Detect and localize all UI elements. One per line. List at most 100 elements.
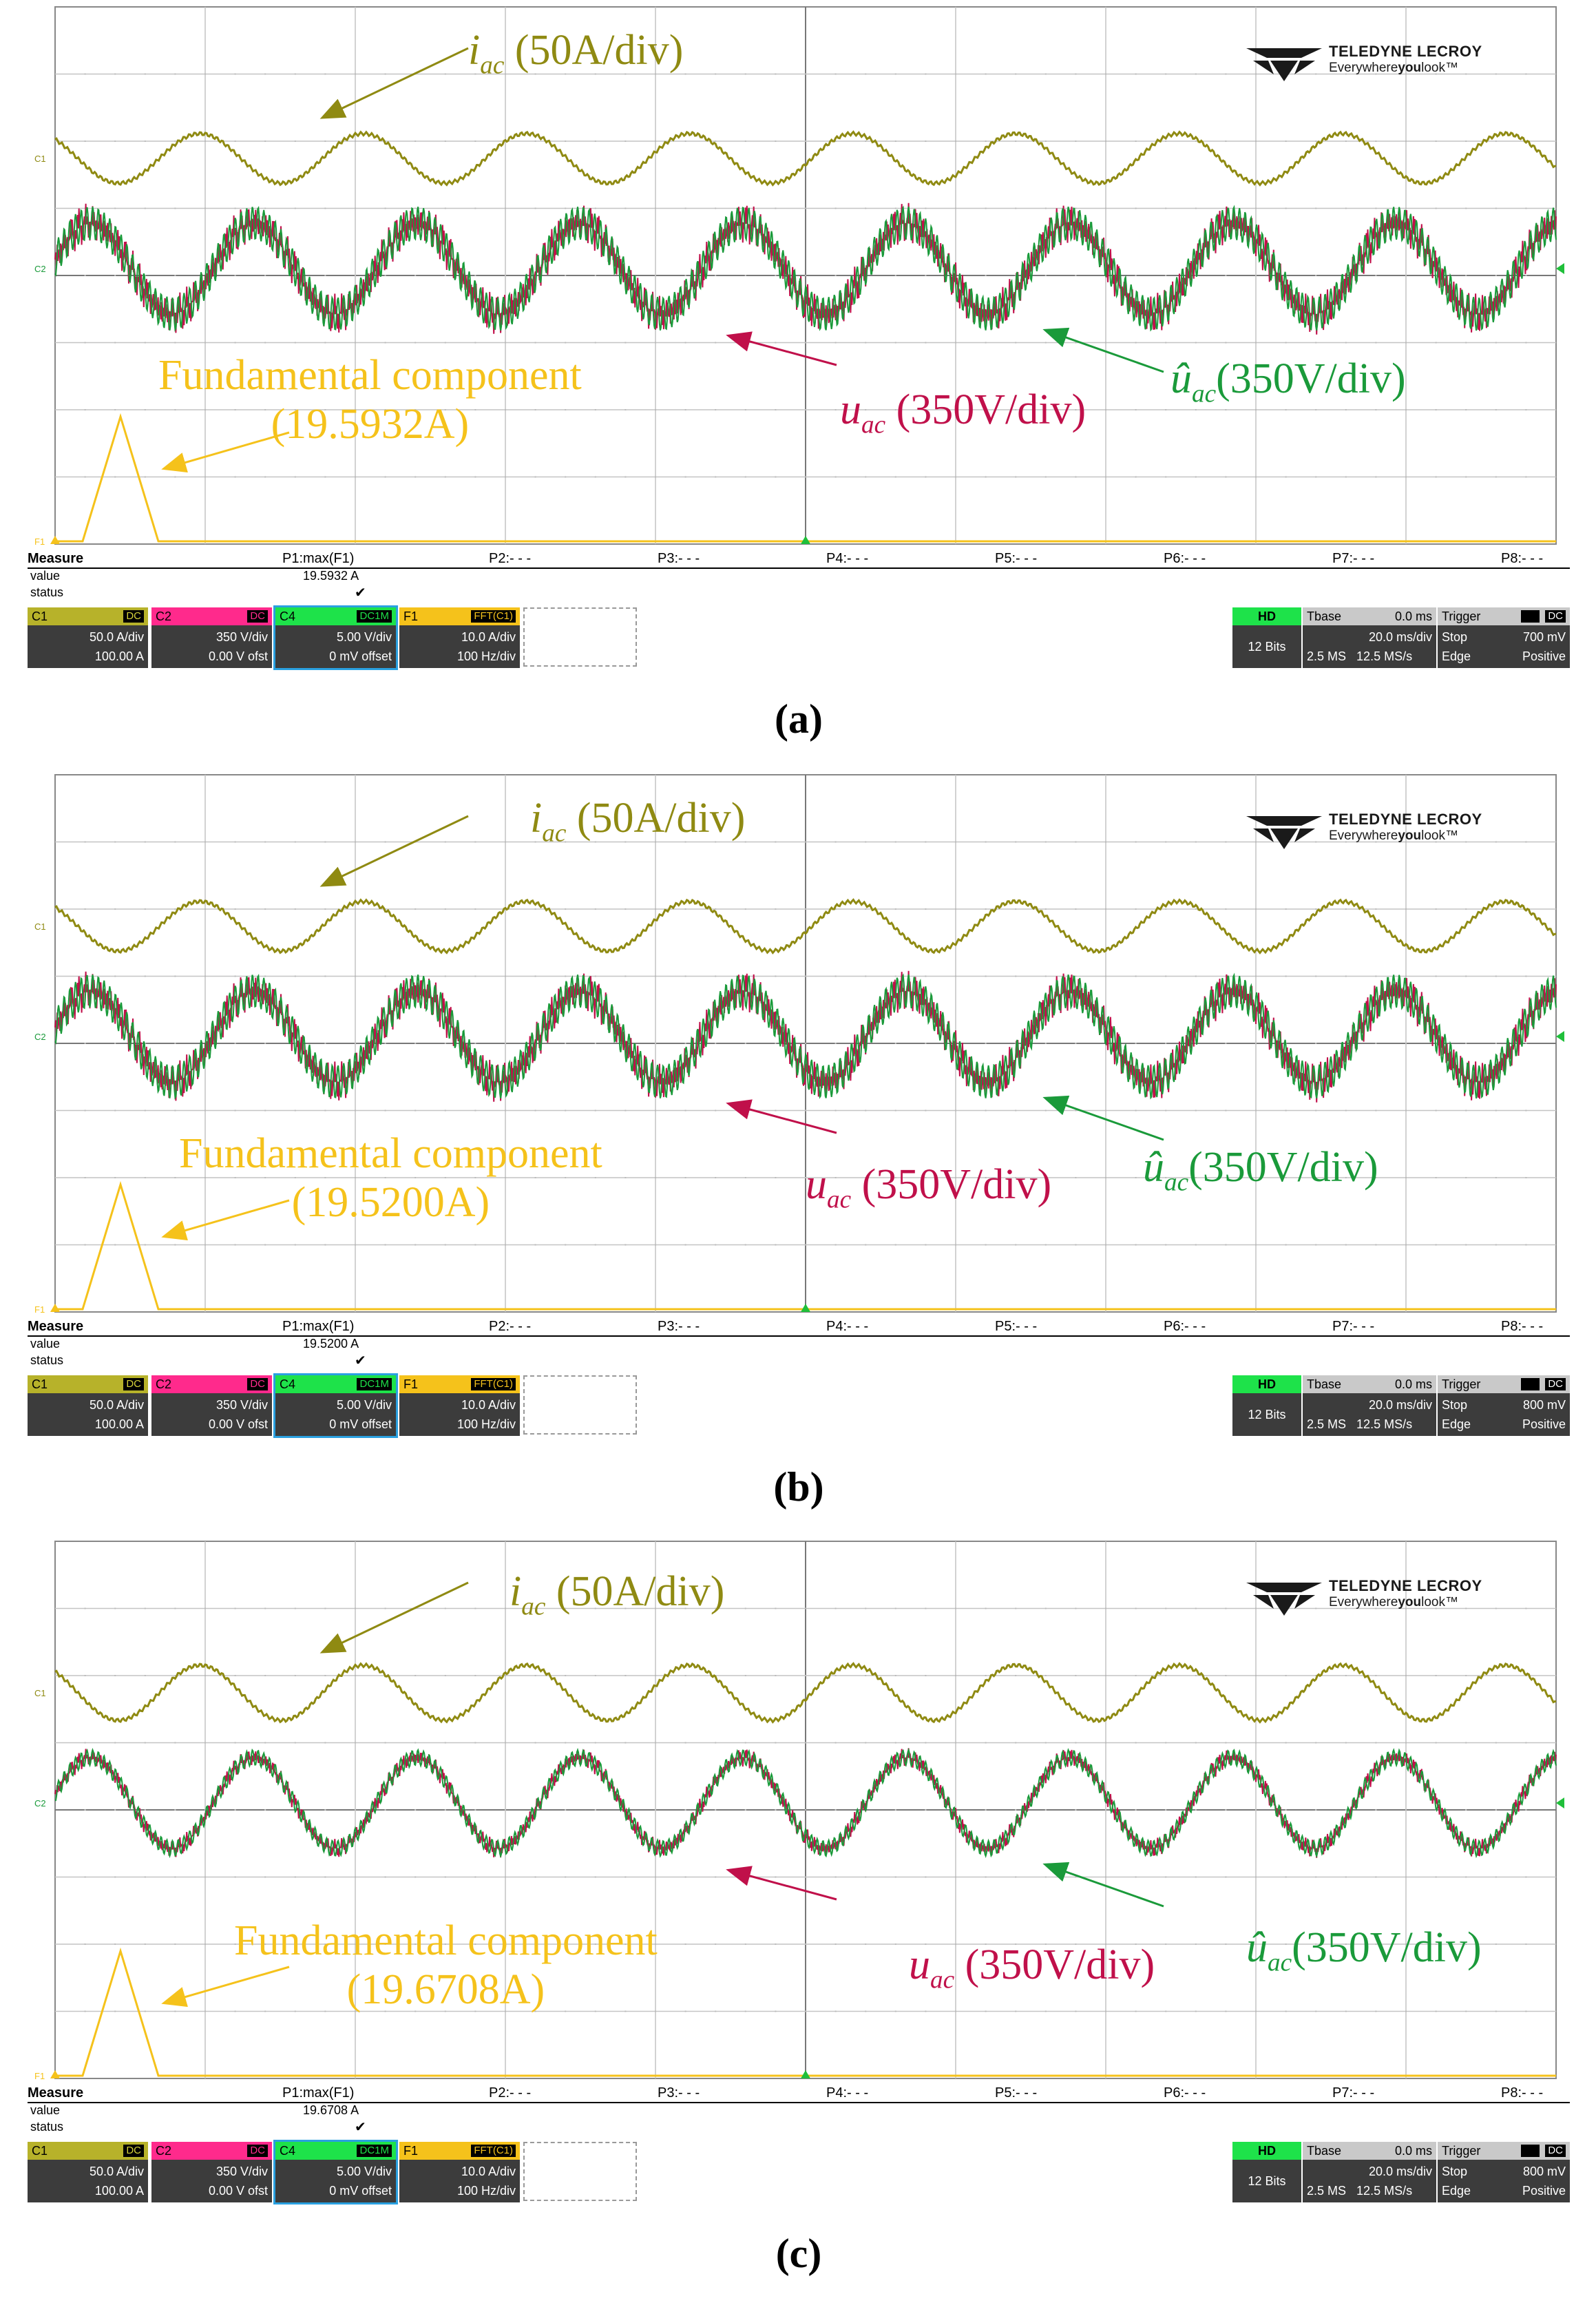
measure-param-3[interactable]: P3:- - - (658, 551, 700, 566)
measure-param-3[interactable]: P3:- - - (658, 2085, 700, 2101)
trigger-position-marker (801, 2070, 810, 2078)
measure-param-2[interactable]: P2:- - - (489, 2085, 532, 2101)
channel-offset: 100 Hz/div (456, 649, 516, 663)
measure-row-status-label: status (30, 2120, 64, 2134)
empty-descriptor-slot[interactable] (523, 2142, 637, 2201)
measure-param-7[interactable]: P7:- - - (1332, 2085, 1375, 2101)
channel-name: C1 (32, 2144, 48, 2158)
channel-descriptor-c1[interactable]: C1 DC 50.0 A/div 100.00 A (28, 607, 148, 668)
trace-i-ac (54, 1662, 1557, 1724)
channel-scale: 50.0 A/div (89, 1398, 144, 1412)
arrow-fundamental (161, 1199, 290, 1241)
brand-logo: TELEDYNE LECROY Everywhereyoulook™ (1246, 811, 1482, 849)
label-u-hat: ûac(350V/div) (1170, 355, 1406, 408)
measure-param-3[interactable]: P3:- - - (658, 1319, 700, 1334)
time-per-div: 20.0 ms/div (1368, 2165, 1432, 2178)
time-per-div: 20.0 ms/div (1368, 630, 1432, 644)
channel-descriptor-c1[interactable]: C1 DC 50.0 A/div 100.00 A (28, 2142, 148, 2202)
trigger-position-marker (801, 536, 810, 544)
teledyne-emblem-icon (1246, 48, 1322, 81)
channel-descriptor-f1[interactable]: F1 FFT(C1) 10.0 A/div 100 Hz/div (399, 1375, 520, 1436)
channel-scale: 350 V/div (216, 630, 268, 644)
channel-descriptor-c2[interactable]: C2 DC 350 V/div 0.00 V ofst (151, 1375, 272, 1436)
panel-caption: (a) (775, 696, 823, 742)
channel-marker: F1 (34, 536, 45, 547)
measure-param-1[interactable]: P1:max(F1) (282, 2085, 355, 2101)
channel-descriptor-c1[interactable]: C1 DC 50.0 A/div 100.00 A (28, 1375, 148, 1436)
channel-descriptor-c4[interactable]: C4 DC1M 5.00 V/div 0 mV offset (273, 2140, 398, 2204)
channel-name: C2 (156, 2144, 172, 2158)
measure-param-4[interactable]: P4:- - - (826, 1319, 869, 1334)
channel-descriptor-c2[interactable]: C2 DC 350 V/div 0.00 V ofst (151, 607, 272, 668)
measure-param-1[interactable]: P1:max(F1) (282, 1319, 355, 1334)
brand-tagline: Everywhereyoulook™ (1329, 1595, 1458, 1609)
empty-descriptor-slot[interactable] (523, 607, 637, 667)
sample-count: 2.5 MS (1307, 2184, 1347, 2198)
arrow-u-hat (1042, 327, 1164, 373)
label-i-ac: iac (50A/div) (510, 1568, 725, 1621)
measure-param-2[interactable]: P2:- - - (489, 551, 532, 566)
measure-param-7[interactable]: P7:- - - (1332, 1319, 1375, 1334)
timebase-trigger-panel[interactable]: HD 12 Bits Tbase 0.0 ms 20.0 ms/div 2.5 … (1232, 607, 1570, 668)
measure-p1-value: 19.6708 A (303, 2103, 359, 2117)
arrow-i-ac (319, 47, 469, 119)
measure-param-4[interactable]: P4:- - - (826, 2085, 869, 2101)
arrow-u-hat (1042, 1862, 1164, 1908)
measure-param-6[interactable]: P6:- - - (1164, 2085, 1206, 2101)
channel-descriptor-c4[interactable]: C4 DC1M 5.00 V/div 0 mV offset (273, 605, 398, 670)
channel-marker: F1 (34, 2071, 45, 2081)
channel-descriptor-f1[interactable]: F1 FFT(C1) 10.0 A/div 100 Hz/div (399, 607, 520, 668)
trigger-mode: Stop (1442, 2165, 1468, 2178)
trigger-source-badge: C4 (1520, 2145, 1540, 2157)
arrow-i-ac (319, 1581, 469, 1654)
teledyne-emblem-icon (1246, 816, 1322, 849)
trigger-slope: Positive (1522, 2184, 1566, 2198)
channel-descriptor-c4[interactable]: C4 DC1M 5.00 V/div 0 mV offset (273, 1373, 398, 1438)
brand-tagline: Everywhereyoulook™ (1329, 61, 1458, 75)
channel-scale: 5.00 V/div (336, 2165, 392, 2178)
channel-name: F1 (403, 609, 419, 623)
channel-name: F1 (403, 2144, 419, 2158)
channel-name: C4 (280, 1377, 296, 1391)
measure-param-5[interactable]: P5:- - - (995, 551, 1038, 566)
measure-param-8[interactable]: P8:- - - (1501, 1319, 1544, 1334)
trace-u-hat (54, 1747, 1557, 1859)
channel-descriptor-c2[interactable]: C2 DC 350 V/div 0.00 V ofst (151, 2142, 272, 2202)
measure-param-5[interactable]: P5:- - - (995, 1319, 1038, 1334)
measure-param-1[interactable]: P1:max(F1) (282, 551, 355, 566)
tbase-offset: 0.0 ms (1394, 609, 1432, 623)
measure-param-4[interactable]: P4:- - - (826, 551, 869, 566)
channel-coupling-badge: FFT(C1) (471, 2145, 516, 2157)
trigger-type: Edge (1442, 649, 1471, 663)
measure-param-2[interactable]: P2:- - - (489, 1319, 532, 1334)
channel-offset: 100.00 A (94, 2184, 144, 2198)
channel-marker: C2 (34, 1032, 46, 1042)
measure-param-8[interactable]: P8:- - - (1501, 551, 1544, 566)
channel-offset: 100 Hz/div (456, 1417, 516, 1431)
bit-depth: 12 Bits (1232, 1393, 1301, 1436)
channel-name: C4 (280, 609, 296, 623)
trace-i-ac (54, 130, 1557, 187)
hd-badge: HD (1232, 607, 1301, 625)
sample-count: 2.5 MS (1307, 1417, 1347, 1431)
channel-scale: 5.00 V/div (336, 630, 392, 644)
measure-param-7[interactable]: P7:- - - (1332, 551, 1375, 566)
channel-coupling-badge: DC1M (357, 610, 392, 623)
arrow-u-ac (726, 1099, 837, 1134)
measure-param-8[interactable]: P8:- - - (1501, 2085, 1544, 2101)
tbase-label: Tbase (1307, 2144, 1342, 2158)
sample-rate: 12.5 MS/s (1356, 1417, 1413, 1431)
measure-param-6[interactable]: P6:- - - (1164, 1319, 1206, 1334)
sample-rate: 12.5 MS/s (1356, 649, 1413, 663)
channel-offset: 0.00 V ofst (208, 649, 268, 663)
timebase-trigger-panel[interactable]: HD 12 Bits Tbase 0.0 ms 20.0 ms/div 2.5 … (1232, 2142, 1570, 2202)
scope-panel-a: C1 C2 F1 TELEDYNE LECROY Everywhereyoulook… (28, 0, 1570, 764)
measure-param-6[interactable]: P6:- - - (1164, 551, 1206, 566)
trace-i-ac (54, 898, 1557, 955)
empty-descriptor-slot[interactable] (523, 1375, 637, 1435)
measure-param-5[interactable]: P5:- - - (995, 2085, 1038, 2101)
channel-scale: 350 V/div (216, 1398, 268, 1412)
timebase-trigger-panel[interactable]: HD 12 Bits Tbase 0.0 ms 20.0 ms/div 2.5 … (1232, 1375, 1570, 1436)
channel-descriptor-f1[interactable]: F1 FFT(C1) 10.0 A/div 100 Hz/div (399, 2142, 520, 2202)
measure-title: Measure (28, 1319, 84, 1334)
